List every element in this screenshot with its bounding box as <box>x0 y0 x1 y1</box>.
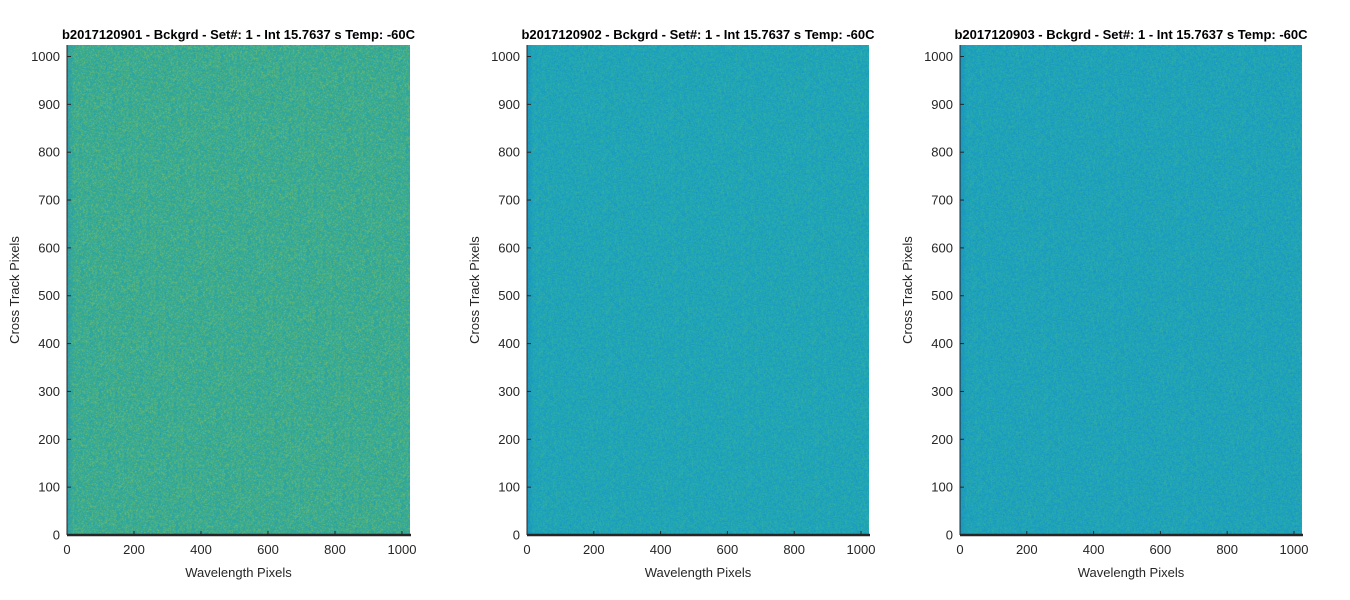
y-tick-label: 0 <box>53 528 60 543</box>
x-tick-label: 400 <box>190 542 212 557</box>
y-axis-label: Cross Track Pixels <box>7 236 22 344</box>
y-tick-label: 700 <box>38 193 60 208</box>
noise-image <box>67 45 410 535</box>
y-tick-label: 200 <box>931 432 953 447</box>
x-tick-label: 1000 <box>1280 542 1309 557</box>
y-tick-label: 0 <box>946 528 953 543</box>
y-tick-label: 300 <box>498 384 520 399</box>
y-tick-label: 300 <box>931 384 953 399</box>
y-tick-label: 700 <box>931 193 953 208</box>
y-tick-label: 400 <box>931 336 953 351</box>
plot-title: b2017120903 - Bckgrd - Set#: 1 - Int 15.… <box>954 27 1308 42</box>
y-tick-label: 800 <box>931 145 953 160</box>
subplot-3: b2017120903 - Bckgrd - Set#: 1 - Int 15.… <box>900 27 1308 580</box>
y-tick-label: 0 <box>513 528 520 543</box>
y-tick-label: 600 <box>931 240 953 255</box>
x-tick-label: 1000 <box>847 542 876 557</box>
subplot-2: b2017120902 - Bckgrd - Set#: 1 - Int 15.… <box>467 27 875 580</box>
y-tick-label: 900 <box>931 97 953 112</box>
noise-image <box>960 45 1302 535</box>
x-tick-label: 400 <box>1083 542 1105 557</box>
noise-image <box>527 45 869 535</box>
x-tick-label: 600 <box>1150 542 1172 557</box>
x-axis-label: Wavelength Pixels <box>1078 565 1185 580</box>
x-tick-label: 600 <box>717 542 739 557</box>
x-tick-label: 800 <box>783 542 805 557</box>
y-tick-label: 500 <box>498 288 520 303</box>
x-tick-label: 200 <box>583 542 605 557</box>
x-tick-label: 200 <box>1016 542 1038 557</box>
subplot-grid: b2017120901 - Bckgrd - Set#: 1 - Int 15.… <box>7 27 1308 580</box>
x-tick-label: 800 <box>1216 542 1238 557</box>
y-tick-label: 800 <box>38 145 60 160</box>
y-tick-label: 200 <box>38 432 60 447</box>
y-tick-label: 700 <box>498 193 520 208</box>
y-axis-label: Cross Track Pixels <box>900 236 915 344</box>
x-tick-label: 800 <box>324 542 346 557</box>
x-tick-label: 200 <box>123 542 145 557</box>
subplot-1: b2017120901 - Bckgrd - Set#: 1 - Int 15.… <box>7 27 416 580</box>
y-tick-label: 500 <box>38 288 60 303</box>
y-axis-label: Cross Track Pixels <box>467 236 482 344</box>
y-tick-label: 900 <box>38 97 60 112</box>
x-axis-label: Wavelength Pixels <box>185 565 292 580</box>
plot-title: b2017120902 - Bckgrd - Set#: 1 - Int 15.… <box>521 27 875 42</box>
y-tick-label: 1000 <box>924 49 953 64</box>
y-tick-label: 900 <box>498 97 520 112</box>
plot-title: b2017120901 - Bckgrd - Set#: 1 - Int 15.… <box>62 27 416 42</box>
x-tick-label: 600 <box>257 542 279 557</box>
y-tick-label: 100 <box>498 480 520 495</box>
y-tick-label: 200 <box>498 432 520 447</box>
y-tick-label: 400 <box>38 336 60 351</box>
x-tick-label: 400 <box>650 542 672 557</box>
y-tick-label: 400 <box>498 336 520 351</box>
x-tick-label: 1000 <box>388 542 417 557</box>
x-axis-label: Wavelength Pixels <box>645 565 752 580</box>
y-tick-label: 100 <box>931 480 953 495</box>
y-tick-label: 100 <box>38 480 60 495</box>
x-tick-label: 0 <box>523 542 530 557</box>
x-tick-label: 0 <box>63 542 70 557</box>
y-tick-label: 1000 <box>31 49 60 64</box>
y-tick-label: 1000 <box>491 49 520 64</box>
y-tick-label: 600 <box>498 240 520 255</box>
y-tick-label: 800 <box>498 145 520 160</box>
y-tick-label: 600 <box>38 240 60 255</box>
x-tick-label: 0 <box>956 542 963 557</box>
y-tick-label: 500 <box>931 288 953 303</box>
y-tick-label: 300 <box>38 384 60 399</box>
